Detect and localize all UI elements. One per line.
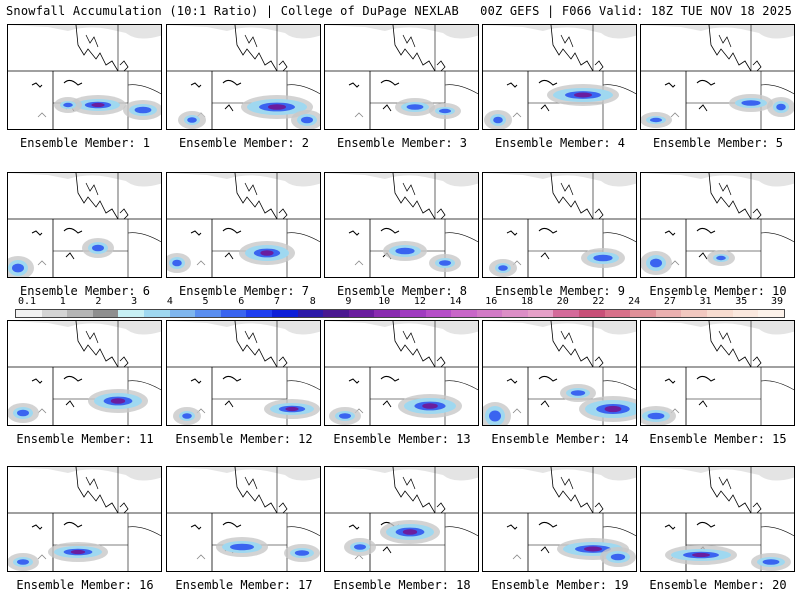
ensemble-member-map (7, 24, 162, 130)
ensemble-member-map (7, 172, 162, 278)
ensemble-member-label: Ensemble Member: 14 (491, 432, 629, 446)
ensemble-member-label: Ensemble Member: 6 (19, 284, 151, 298)
colorbar-swatch (220, 310, 247, 317)
colorbar-tick-label: 16 (485, 296, 498, 307)
colorbar-swatch (476, 310, 503, 317)
colorbar-tick-label: 9 (345, 296, 352, 307)
colorbar-swatch (451, 310, 477, 317)
colorbar-swatch (655, 310, 682, 317)
ensemble-member-label: Ensemble Member: 15 (649, 432, 787, 446)
ensemble-member-map (324, 466, 479, 572)
colorbar-swatch (67, 310, 93, 317)
ensemble-member-map (324, 24, 479, 130)
colorbar-tick-label: 4 (166, 296, 173, 307)
colorbar-swatch (16, 310, 42, 317)
colorbar-tick-label: 5 (202, 296, 209, 307)
ensemble-member-map (640, 466, 795, 572)
colorbar-tick-label: 0.1 (17, 296, 37, 307)
colorbar-swatch (604, 310, 631, 317)
ensemble-member-label: Ensemble Member: 7 (178, 284, 310, 298)
colorbar-swatch (323, 310, 349, 317)
ensemble-member-map (482, 466, 637, 572)
colorbar-tick-label: 27 (663, 296, 676, 307)
ensemble-member-label: Ensemble Member: 5 (652, 136, 784, 150)
colorbar-swatch (195, 310, 221, 317)
ensemble-member-map (166, 24, 321, 130)
ensemble-member-label: Ensemble Member: 8 (336, 284, 468, 298)
colorbar-tick-label: 2 (95, 296, 102, 307)
snowfall-colorbar (15, 309, 785, 318)
colorbar-swatch (527, 310, 554, 317)
map-title: Snowfall Accumulation (10:1 Ratio) | Col… (6, 4, 459, 18)
colorbar-tick-label: 12 (413, 296, 426, 307)
colorbar-swatch (246, 310, 272, 317)
colorbar-swatch (502, 310, 528, 317)
colorbar-swatch (579, 310, 605, 317)
model-run-info: 00Z GEFS | F066 Valid: 18Z TUE NOV 18 20… (480, 4, 792, 18)
ensemble-member-map (640, 320, 795, 426)
colorbar-swatch (758, 310, 784, 317)
ensemble-member-map (166, 466, 321, 572)
ensemble-member-label: Ensemble Member: 16 (16, 578, 154, 592)
ensemble-member-label: Ensemble Member: 1 (19, 136, 151, 150)
colorbar-tick-label: 6 (238, 296, 245, 307)
ensemble-member-map (166, 172, 321, 278)
ensemble-member-map (640, 172, 795, 278)
colorbar-tick-label: 24 (628, 296, 641, 307)
colorbar-tick-label: 8 (309, 296, 316, 307)
colorbar-swatch (399, 310, 426, 317)
colorbar-swatch (92, 310, 119, 317)
colorbar-swatch (630, 310, 656, 317)
ensemble-member-map (482, 24, 637, 130)
colorbar-swatch (297, 310, 324, 317)
colorbar-swatch (143, 310, 170, 317)
ensemble-member-map (482, 172, 637, 278)
ensemble-member-label: Ensemble Member: 17 (175, 578, 313, 592)
colorbar-swatch (169, 310, 196, 317)
colorbar-tick-label: 7 (273, 296, 281, 307)
colorbar-swatch (553, 310, 580, 317)
colorbar-swatch (374, 310, 400, 317)
ensemble-member-label: Ensemble Member: 19 (491, 578, 629, 592)
colorbar-swatch (41, 310, 68, 317)
ensemble-member-map (482, 320, 637, 426)
ensemble-member-map (324, 320, 479, 426)
ensemble-member-map (324, 172, 479, 278)
colorbar-swatch (271, 310, 298, 317)
colorbar-swatch (732, 310, 759, 317)
ensemble-member-label: Ensemble Member: 13 (333, 432, 471, 446)
ensemble-member-map (166, 320, 321, 426)
colorbar-tick-label: 31 (699, 296, 712, 307)
colorbar-tick-label: 1 (59, 296, 66, 307)
ensemble-member-map (7, 320, 162, 426)
colorbar-tick-label: 3 (131, 296, 138, 307)
ensemble-member-label: Ensemble Member: 9 (494, 284, 626, 298)
ensemble-member-map (640, 24, 795, 130)
ensemble-member-label: Ensemble Member: 4 (494, 136, 626, 150)
ensemble-member-label: Ensemble Member: 10 (649, 284, 787, 298)
colorbar-swatch (707, 310, 733, 317)
ensemble-member-label: Ensemble Member: 18 (333, 578, 471, 592)
colorbar-swatch (681, 310, 708, 317)
ensemble-member-label: Ensemble Member: 3 (336, 136, 468, 150)
colorbar-swatch (425, 310, 452, 317)
ensemble-member-label: Ensemble Member: 11 (16, 432, 154, 446)
colorbar-tick-label: 35 (735, 296, 748, 307)
colorbar-swatch (348, 310, 375, 317)
colorbar-labels: 0.1 1 2 3 4 5 6 7 8 9 10 12 14 16 18 20 22 24 27 31 35 39 (15, 296, 785, 308)
colorbar-tick-label: 22 (592, 296, 605, 307)
ensemble-member-label: Ensemble Member: 2 (178, 136, 310, 150)
colorbar-tick-label: 39 (770, 296, 784, 307)
colorbar-tick-label: 18 (520, 296, 534, 307)
colorbar-tick-label: 10 (378, 296, 391, 307)
colorbar-swatch (118, 310, 144, 317)
colorbar-tick-label: 20 (556, 296, 569, 307)
colorbar-tick-label: 14 (449, 296, 462, 307)
ensemble-member-label: Ensemble Member: 20 (649, 578, 787, 592)
ensemble-member-label: Ensemble Member: 12 (175, 432, 313, 446)
ensemble-member-map (7, 466, 162, 572)
